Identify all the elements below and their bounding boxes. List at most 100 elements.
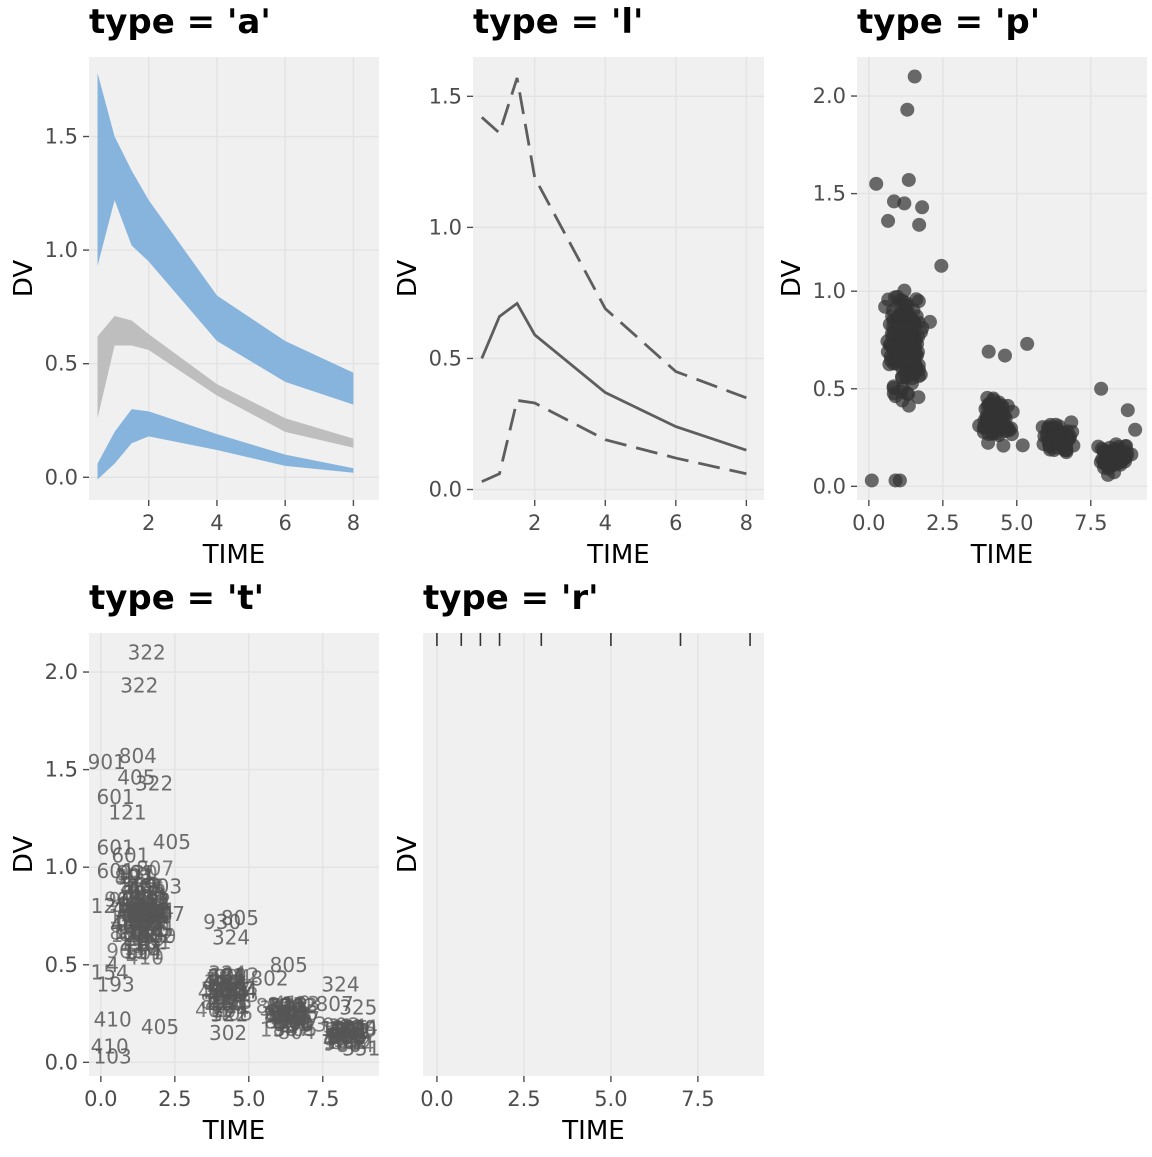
- scatter-point: [907, 69, 922, 84]
- text-point-label: 901: [104, 888, 142, 912]
- y-axis-label: DV: [393, 260, 423, 298]
- text-point-label: 901: [213, 982, 251, 1006]
- text-point-label: 101: [133, 930, 171, 954]
- text-point-label: 324: [211, 979, 249, 1003]
- x-tick-label: 7.5: [1074, 511, 1107, 535]
- text-point-label: 193: [122, 905, 160, 929]
- y-tick-label: 1.5: [45, 125, 78, 149]
- text-point-label: 930: [274, 1012, 312, 1036]
- text-point-label: 324: [133, 893, 171, 917]
- y-tick-label: 1.0: [45, 855, 78, 879]
- text-point-label: 804: [131, 904, 169, 928]
- x-axis-label: TIME: [970, 540, 1033, 570]
- text-point-label: 930: [133, 900, 171, 924]
- text-point-label: 802: [136, 924, 174, 948]
- text-point-label: 324: [208, 962, 246, 986]
- text-point-label: 407: [195, 998, 233, 1022]
- scatter-point: [915, 200, 930, 215]
- text-point-label: 324: [136, 898, 174, 922]
- x-tick-label: 4: [210, 511, 223, 535]
- text-point-label: 901: [127, 900, 165, 924]
- scatter-point: [1094, 441, 1109, 456]
- text-point-label: 324: [201, 977, 239, 1001]
- text-point-label: 193: [282, 992, 320, 1016]
- text-point-label: 903: [289, 1012, 327, 1036]
- text-point-label: 121: [113, 898, 151, 922]
- text-point-label: 901: [120, 881, 158, 905]
- text-point-label: 193: [266, 1002, 304, 1026]
- y-tick-label: 0.0: [45, 1050, 78, 1074]
- text-point-label: 410: [268, 997, 306, 1021]
- text-point-label: 193: [125, 896, 163, 920]
- scatter-point: [886, 319, 901, 334]
- x-tick-label: 8: [347, 511, 360, 535]
- text-point-label: 324: [207, 965, 245, 989]
- text-point-label: 121: [128, 918, 166, 942]
- text-point-label: 601: [272, 1012, 310, 1036]
- text-point-label: 154: [133, 902, 171, 926]
- x-tick-label: 2.5: [507, 1087, 540, 1111]
- scatter-point: [981, 344, 996, 359]
- text-point-label: 802: [264, 1004, 302, 1028]
- x-axis-label: TIME: [202, 540, 265, 570]
- scatter-point: [909, 309, 924, 324]
- scatter-point: [899, 386, 914, 401]
- y-tick-label: 0.0: [429, 478, 462, 502]
- text-point-label: 410: [202, 971, 240, 995]
- text-point-label: 101: [109, 904, 147, 928]
- text-point-label: 101: [321, 1017, 359, 1041]
- text-point-label: 322: [120, 674, 158, 698]
- data-layer: 1213241541013249016011541544101213248028…: [89, 641, 379, 1069]
- ribbon-band-1: [97, 72, 354, 405]
- text-point-label: 805: [132, 917, 170, 941]
- text-point-label: 601: [330, 1019, 368, 1043]
- scatter-point: [1051, 419, 1066, 434]
- text-point-label: 903: [328, 1026, 366, 1050]
- text-point-label: 804: [129, 885, 167, 909]
- text-point-label: 101: [331, 1019, 369, 1043]
- text-point-label: 407: [282, 1007, 320, 1031]
- text-point-label: 324: [321, 972, 359, 996]
- text-point-label: 410: [338, 1016, 376, 1040]
- ribbon-band-2: [97, 315, 354, 448]
- text-point-label: 802: [122, 882, 160, 906]
- scatter-point: [897, 196, 912, 211]
- x-tick-label: 0.0: [420, 1087, 453, 1111]
- text-point-label: 405: [271, 998, 309, 1022]
- x-axis-label: TIME: [561, 1116, 624, 1146]
- text-point-label: 324: [340, 1015, 378, 1039]
- text-point-label: 410: [208, 980, 246, 1004]
- text-point-label: 322: [259, 997, 297, 1021]
- text-point-label: 802: [109, 920, 147, 944]
- text-point-label: 901: [276, 1011, 314, 1035]
- text-point-label: 302: [270, 1006, 308, 1030]
- text-point-label: 405: [141, 1015, 179, 1039]
- scatter-point: [901, 172, 916, 187]
- scatter-point: [1120, 403, 1135, 418]
- text-point-label: 804: [211, 999, 249, 1023]
- scatter-point: [885, 309, 900, 324]
- text-point-label: 322: [128, 641, 166, 665]
- scatter-point: [900, 102, 915, 117]
- text-point-label: 101: [272, 1001, 310, 1025]
- text-point-label: 121: [324, 1024, 362, 1048]
- text-point-label: 804: [119, 744, 157, 768]
- data-layer: [864, 69, 1143, 488]
- scatter-point: [886, 194, 901, 209]
- text-point-label: 901: [116, 861, 154, 885]
- text-point-label: 901: [212, 972, 250, 996]
- panel-title: type = 'p': [857, 2, 1040, 42]
- x-tick-label: 4: [599, 511, 612, 535]
- text-point-label: 154: [269, 1010, 307, 1034]
- text-point-label: 802: [129, 900, 167, 924]
- y-tick-label: 1.0: [45, 238, 78, 262]
- text-point-label: 407: [213, 978, 251, 1002]
- text-point-label: 901: [126, 875, 164, 899]
- text-point-label: 930: [333, 1028, 371, 1052]
- text-point-label: 930: [120, 861, 158, 885]
- text-point-label: 930: [128, 879, 166, 903]
- scatter-point: [934, 258, 949, 273]
- text-point-label: 410: [94, 1007, 132, 1031]
